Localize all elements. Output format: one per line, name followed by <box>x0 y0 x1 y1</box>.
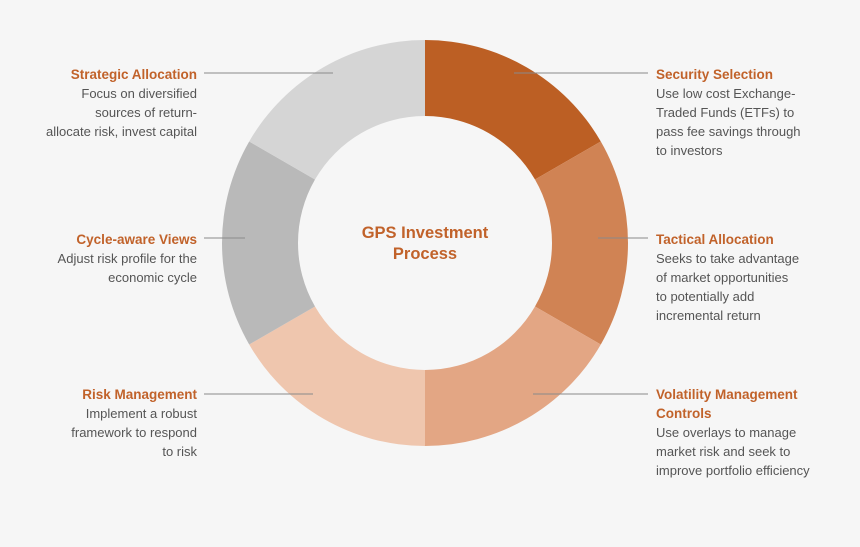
label-volatility-management-controls: Volatility Management Controls Use overl… <box>656 385 856 480</box>
label-cycle-aware-views: Cycle-aware Views Adjust risk profile fo… <box>10 230 197 287</box>
segment-description: Implement a robust framework to respond … <box>71 406 197 459</box>
segment-title: Volatility Management Controls <box>656 387 798 421</box>
label-security-selection: Security Selection Use low cost Exchange… <box>656 65 846 160</box>
segment-description: Use low cost Exchange- Traded Funds (ETF… <box>656 86 801 158</box>
segment-risk-management <box>249 306 425 446</box>
segment-tactical-allocation <box>534 141 628 345</box>
segment-description: Focus on diversified sources of return- … <box>45 86 197 139</box>
segment-title: Security Selection <box>656 67 774 82</box>
label-risk-management: Risk Management Implement a robust frame… <box>10 385 197 461</box>
center-title: GPS Investment Process <box>361 224 489 263</box>
segment-title: Risk Management <box>82 387 197 402</box>
leader-lines <box>204 72 648 395</box>
segment-cycle-aware-views <box>222 141 316 345</box>
segment-strategic-allocation <box>249 40 425 180</box>
segment-title: Strategic Allocation <box>70 67 197 82</box>
ring-segments <box>222 40 628 446</box>
segment-security-selection <box>425 40 601 180</box>
segment-description: Seeks to take advantage of market opport… <box>656 251 800 323</box>
segment-title: Tactical Allocation <box>656 232 774 247</box>
segment-description: Use overlays to manage market risk and s… <box>656 425 810 478</box>
segment-title: Cycle-aware Views <box>76 232 197 247</box>
label-strategic-allocation: Strategic Allocation Focus on diversifie… <box>10 65 197 141</box>
label-tactical-allocation: Tactical Allocation Seeks to take advant… <box>656 230 846 325</box>
segment-volatility-management-controls <box>425 306 601 446</box>
segment-description: Adjust risk profile for the economic cyc… <box>57 251 197 285</box>
